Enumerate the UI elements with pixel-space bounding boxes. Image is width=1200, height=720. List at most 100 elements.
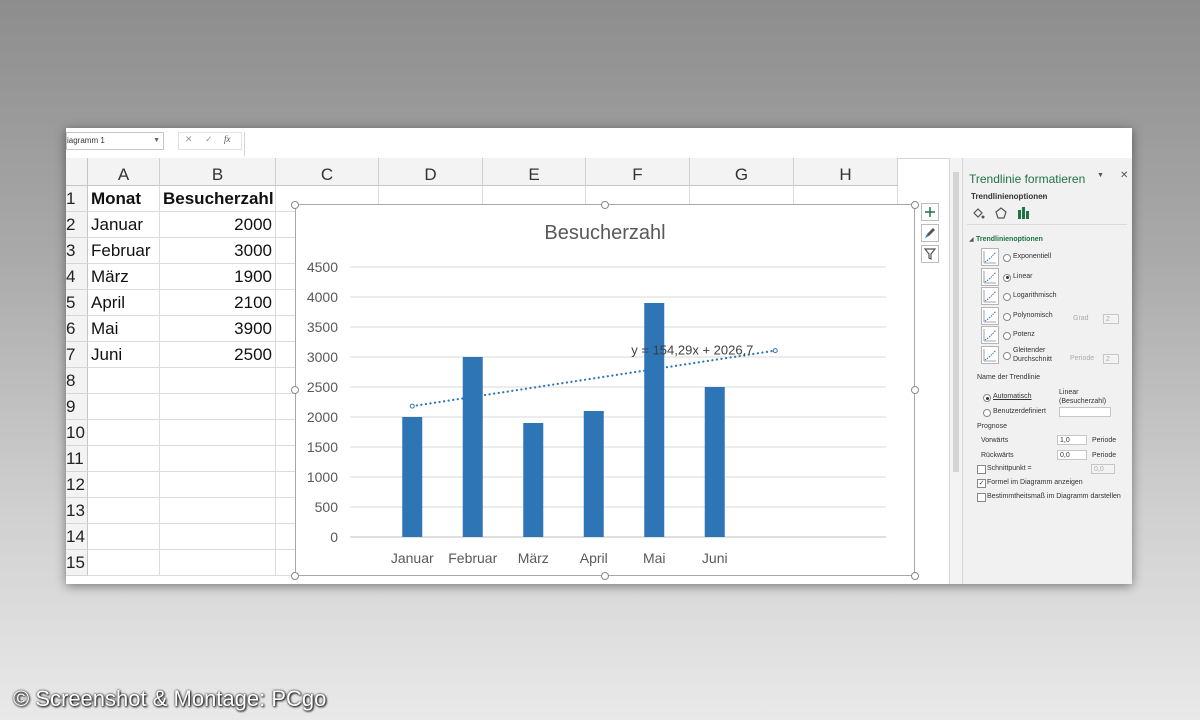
chart-filters-button[interactable] <box>921 245 939 263</box>
cell-a1[interactable]: Monat <box>88 186 160 212</box>
cell-b13[interactable] <box>160 498 276 524</box>
cell-b12[interactable] <box>160 472 276 498</box>
select-all-corner[interactable] <box>66 158 88 186</box>
show-r2-checkbox[interactable] <box>977 493 986 502</box>
bar-april[interactable] <box>583 411 604 537</box>
row-header-4[interactable]: 4 <box>66 264 88 290</box>
cell-a3[interactable]: Februar <box>88 238 160 264</box>
row-header-6[interactable]: 6 <box>66 316 88 342</box>
column-header-e[interactable]: E <box>483 158 586 186</box>
trendline-type-radio[interactable] <box>1003 351 1011 360</box>
effects-icon[interactable] <box>994 206 1008 220</box>
resize-handle[interactable] <box>601 201 609 209</box>
row-header-3[interactable]: 3 <box>66 238 88 264</box>
cell-a9[interactable] <box>88 394 160 420</box>
cell-b8[interactable] <box>160 368 276 394</box>
bar-juni[interactable] <box>704 387 725 537</box>
resize-handle[interactable] <box>291 386 299 394</box>
fill-line-icon[interactable] <box>971 206 985 220</box>
cell-a12[interactable] <box>88 472 160 498</box>
bar-mai[interactable] <box>644 303 665 537</box>
cell-b6[interactable]: 3900 <box>160 316 276 342</box>
resize-handle[interactable] <box>911 386 919 394</box>
linear-trend-icon[interactable] <box>981 267 999 286</box>
bar-märz[interactable] <box>523 423 544 537</box>
chart-styles-button[interactable] <box>921 224 939 242</box>
bar-januar[interactable] <box>402 417 423 537</box>
collapse-icon[interactable]: ◢ <box>969 237 974 243</box>
formula-input[interactable] <box>244 132 1130 156</box>
pane-menu-icon[interactable]: ▼ <box>1097 172 1104 179</box>
column-header-b[interactable]: B <box>160 158 276 186</box>
cell-b4[interactable]: 1900 <box>160 264 276 290</box>
cell-a5[interactable]: April <box>88 290 160 316</box>
cell-a8[interactable] <box>88 368 160 394</box>
chevron-down-icon[interactable]: ▼ <box>153 137 160 144</box>
logarithmic-trend-icon[interactable] <box>981 287 999 305</box>
column-header-c[interactable]: C <box>276 158 379 186</box>
cell-b3[interactable]: 3000 <box>160 238 276 264</box>
trendline-type-radio[interactable] <box>1003 312 1011 321</box>
cell-a14[interactable] <box>88 524 160 550</box>
row-header-10[interactable]: 10 <box>66 420 88 446</box>
chart-area[interactable]: Besucherzahl 0 500 1000 1500 2000 2500 3000 350… <box>295 204 915 576</box>
grad-field[interactable]: 2 <box>1103 314 1119 324</box>
row-header-12[interactable]: 12 <box>66 472 88 498</box>
row-header-11[interactable]: 11 <box>66 446 88 472</box>
row-header-1[interactable]: 1 <box>66 186 88 212</box>
trendline-type-radio[interactable] <box>1003 293 1011 301</box>
trendline-type-radio[interactable] <box>1003 273 1011 282</box>
power-trend-icon[interactable] <box>981 326 999 344</box>
cell-b10[interactable] <box>160 420 276 446</box>
cell-a6[interactable]: Mai <box>88 316 160 342</box>
cell-a2[interactable]: Januar <box>88 212 160 238</box>
cell-b5[interactable]: 2100 <box>160 290 276 316</box>
chevron-down-icon[interactable]: ⌄ <box>1040 191 1047 200</box>
cell-a15[interactable] <box>88 550 160 576</box>
intercept-checkbox[interactable] <box>977 465 986 474</box>
row-header-13[interactable]: 13 <box>66 498 88 524</box>
resize-handle[interactable] <box>911 572 919 580</box>
cell-b1[interactable]: Besucherzahl <box>160 186 276 212</box>
confirm-icon[interactable]: ✓ <box>205 134 213 144</box>
name-box[interactable]: iagramm 1 ▼ <box>66 132 164 150</box>
row-header-8[interactable]: 8 <box>66 368 88 394</box>
auto-name-radio[interactable] <box>983 394 991 402</box>
cell-a13[interactable] <box>88 498 160 524</box>
column-header-f[interactable]: F <box>586 158 690 186</box>
close-icon[interactable]: ✕ <box>1120 170 1129 181</box>
bar-februar[interactable] <box>462 357 483 537</box>
column-header-g[interactable]: G <box>690 158 794 186</box>
trendline-endpoint[interactable] <box>772 348 778 354</box>
column-header-d[interactable]: D <box>379 158 483 186</box>
chart-elements-button[interactable] <box>921 203 939 221</box>
column-header-a[interactable]: A <box>88 158 160 186</box>
custom-name-radio[interactable] <box>983 409 991 417</box>
trendline-type-radio[interactable] <box>1003 332 1011 340</box>
row-header-7[interactable]: 7 <box>66 342 88 368</box>
periode-field[interactable]: 2 <box>1103 354 1119 364</box>
cell-a4[interactable]: März <box>88 264 160 290</box>
row-header-5[interactable]: 5 <box>66 290 88 316</box>
cancel-icon[interactable]: ✕ <box>185 134 193 144</box>
resize-handle[interactable] <box>291 572 299 580</box>
polynomial-trend-icon[interactable] <box>981 306 999 325</box>
custom-name-field[interactable] <box>1059 407 1111 417</box>
forward-field[interactable]: 1,0 <box>1057 435 1087 445</box>
cell-b9[interactable] <box>160 394 276 420</box>
resize-handle[interactable] <box>291 201 299 209</box>
cell-a7[interactable]: Juni <box>88 342 160 368</box>
row-header-2[interactable]: 2 <box>66 212 88 238</box>
trendline-equation[interactable]: y = 154,29x + 2026,7 <box>631 343 753 358</box>
row-header-9[interactable]: 9 <box>66 394 88 420</box>
chart-title[interactable]: Besucherzahl <box>544 222 665 244</box>
moving-average-trend-icon[interactable] <box>981 345 999 364</box>
fx-icon[interactable]: fx <box>224 134 231 144</box>
cell-a10[interactable] <box>88 420 160 446</box>
show-formula-checkbox[interactable]: ✓ <box>977 479 986 488</box>
cell-b14[interactable] <box>160 524 276 550</box>
trendline-line[interactable] <box>411 349 777 408</box>
column-header-h[interactable]: H <box>794 158 898 186</box>
row-header-14[interactable]: 14 <box>66 524 88 550</box>
resize-handle[interactable] <box>601 572 609 580</box>
